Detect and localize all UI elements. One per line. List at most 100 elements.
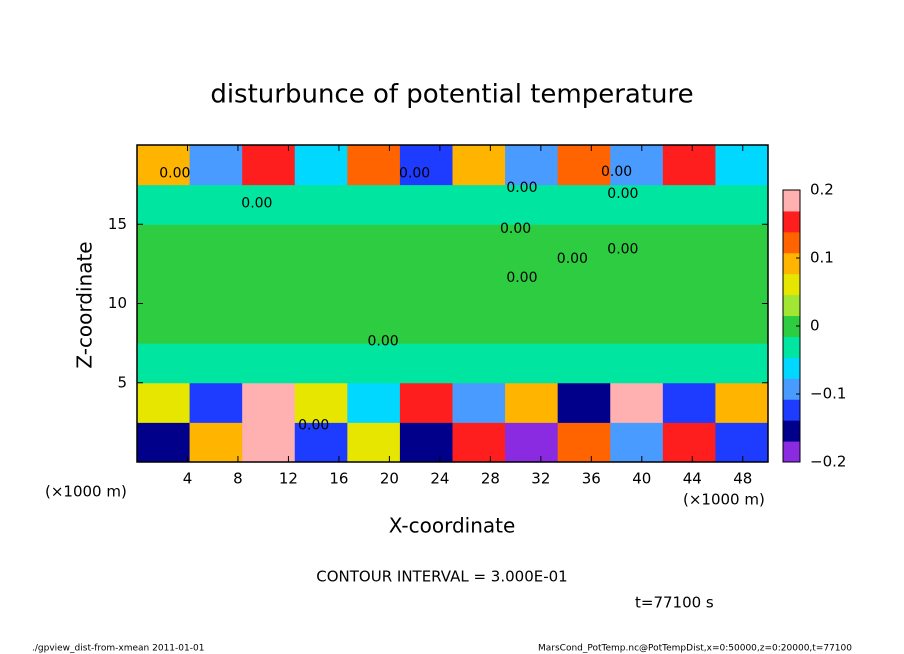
heat-cell [715,303,769,344]
colorbar-swatch [783,231,800,254]
colorbar-swatch [783,190,800,212]
colorbar-swatch [783,357,800,379]
time-label: t=77100 s [635,594,714,612]
heat-cell [399,382,453,423]
colorbar-swatch [783,441,800,463]
y-tick-label: 5 [117,373,127,391]
heat-cell [715,422,769,463]
y-tick-label: 10 [108,294,127,312]
heat-cell [505,224,559,265]
heat-cell [610,263,664,304]
heat-cell [242,343,296,384]
colorbar-swatch [783,420,800,442]
heat-cell [242,263,296,304]
chart-title: disturbunce of potential temperature [210,80,693,110]
heat-cell [452,263,506,304]
heat-cell [399,145,453,186]
heat-cell [399,184,453,225]
heat-cell [505,343,559,384]
heat-cell [715,343,769,384]
y-tick-label: 15 [108,215,127,233]
heat-cell [715,382,769,423]
colorbar-swatch [783,294,800,317]
heat-cell [294,145,348,186]
contour-label: 0.00 [500,221,531,237]
heat-cell [242,145,296,186]
contour-label: 0.00 [601,164,632,180]
heat-cell [242,382,296,423]
x-tick-label: 20 [380,470,399,488]
heat-cell [662,184,716,225]
heat-cell [189,382,243,423]
heat-cell [452,343,506,384]
heat-cell [610,184,664,225]
heat-cell [505,382,559,423]
heat-cell [452,422,506,463]
heat-cell [662,343,716,384]
colorbar-tick-label: 0.1 [810,249,834,267]
contour-label: 0.00 [506,270,537,286]
heat-cell [662,224,716,265]
heat-cell [137,263,191,304]
heat-cell [610,343,664,384]
x-unit-label: (×1000 m) [683,491,765,509]
heat-cell [610,382,664,423]
contour-label: 0.00 [607,186,638,202]
heat-cell [137,303,191,344]
heat-cell [137,343,191,384]
heat-cell [347,263,401,304]
heat-cell [505,145,559,186]
heat-cell [242,303,296,344]
heat-cell [189,145,243,186]
heat-cell [715,224,769,265]
heat-cell [505,184,559,225]
heat-cell [399,303,453,344]
heat-cell [347,422,401,463]
heat-cell [189,224,243,265]
x-axis-label: X-coordinate [389,514,516,538]
colorbar-tick-label: 0 [810,317,820,335]
heat-cell [189,184,243,225]
contour-label: 0.00 [557,251,588,267]
colorbar-tick-label: 0.2 [810,181,834,199]
heat-cell [557,184,611,225]
contour-label: 0.00 [368,334,399,350]
heat-cell [189,263,243,304]
colorbar-swatch [783,273,800,296]
heat-cell [399,422,453,463]
footer-left: ./gpview_dist-from-xmean 2011-01-01 [32,644,204,654]
heat-cell [347,303,401,344]
contour-label: 0.00 [399,166,430,182]
heat-cell [137,382,191,423]
colorbar-swatch [783,315,800,337]
heat-cell [610,422,664,463]
x-tick-label: 28 [481,470,500,488]
heat-cell [347,184,401,225]
heat-cell [557,422,611,463]
heat-cell [662,303,716,344]
heat-cell [557,224,611,265]
x-tick-label: 44 [683,470,702,488]
heat-cell [557,263,611,304]
x-tick-label: 8 [233,470,243,488]
heat-cell [137,422,191,463]
heat-cell [715,263,769,304]
heat-cell [505,422,559,463]
x-tick-label: 32 [531,470,550,488]
colorbar-swatch [783,210,800,233]
x-tick-label: 40 [632,470,651,488]
heat-cell [557,382,611,423]
colorbar-tick-label: −0.1 [810,385,846,403]
heat-cell [137,145,191,186]
footer-right: MarsCond_PotTemp.nc@PotTempDist,x=0:5000… [538,644,852,654]
heat-cell [610,224,664,265]
contour-label: 0.00 [506,180,537,196]
heat-cell [399,263,453,304]
heat-cell [294,224,348,265]
heat-cell [189,303,243,344]
x-tick-label: 4 [183,470,193,488]
heat-cell [294,263,348,304]
heat-cell [452,184,506,225]
colorbar-swatch [783,336,800,358]
heat-cell [399,343,453,384]
